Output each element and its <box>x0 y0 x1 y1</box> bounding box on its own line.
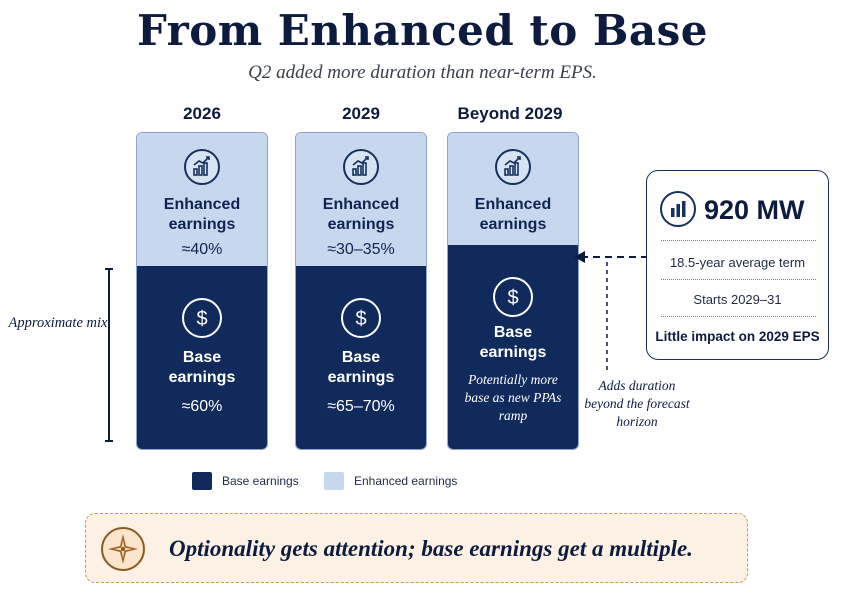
base-segment: $ Base earnings Potentially more base as… <box>448 245 578 449</box>
legend-label-base: Base earnings <box>222 474 299 488</box>
legend-swatch-enhanced <box>324 472 344 490</box>
mix-bar-2026: Enhanced earnings ≈40% $ Base earnings ≈… <box>136 132 268 450</box>
enhanced-segment: Enhanced earnings <box>448 133 578 247</box>
base-value: ≈60% <box>181 398 223 415</box>
card-row-start: Starts 2029–31 <box>693 292 782 307</box>
dashed-arrow <box>574 251 648 372</box>
svg-text:$: $ <box>355 308 366 330</box>
takeaway-banner: Optionality gets attention; base earning… <box>85 513 748 583</box>
dollar-icon: $ <box>182 298 222 338</box>
enhanced-value: ≈30–35% <box>327 241 395 258</box>
column-header-beyond-2029: Beyond 2029 <box>457 104 563 123</box>
enhanced-segment: Enhanced earnings ≈30–35% <box>296 133 426 268</box>
card-row-term: 18.5-year average term <box>669 255 806 270</box>
base-value: ≈65–70% <box>327 398 395 415</box>
svg-text:$: $ <box>196 308 207 330</box>
enhanced-label: Enhanced earnings <box>163 196 241 233</box>
column-header-2026: 2026 <box>183 104 221 123</box>
enhanced-label: Enhanced earnings <box>322 196 400 233</box>
mix-bar-2029: Enhanced earnings ≈30–35% $ Base earning… <box>295 132 427 450</box>
dollar-icon: $ <box>493 277 533 317</box>
enhanced-label: Enhanced earnings <box>474 196 552 233</box>
capacity-card: 920 MW 18.5-year average term Starts 202… <box>646 170 829 360</box>
legend-swatch-base <box>192 472 212 490</box>
growth-chart-icon <box>343 149 379 185</box>
bar-chart-icon <box>660 191 696 227</box>
takeaway-text: Optionality gets attention; base earning… <box>169 536 693 561</box>
dollar-icon: $ <box>341 298 381 338</box>
growth-chart-icon <box>184 149 220 185</box>
ramp-note: Potentially more base as new PPAs ramp <box>464 372 562 423</box>
mix-bar-beyond-2029: Enhanced earnings $ Base earnings Potent… <box>447 132 579 450</box>
divider <box>661 240 816 241</box>
base-segment: $ Base earnings ≈65–70% <box>296 266 426 449</box>
compass-icon <box>101 527 145 571</box>
legend-label-enhanced: Enhanced earnings <box>354 474 458 488</box>
column-header-2029: 2029 <box>342 104 380 123</box>
enhanced-segment: Enhanced earnings ≈40% <box>137 133 267 268</box>
duration-annotation: Adds duration beyond the forecast horizo… <box>584 378 690 429</box>
capacity-headline: 920 MW <box>704 195 805 225</box>
base-label: Base earnings <box>168 349 236 386</box>
enhanced-value: ≈40% <box>181 241 223 258</box>
svg-text:$: $ <box>507 287 518 309</box>
divider <box>661 279 816 280</box>
approximate-mix-label: Approximate mix <box>8 315 108 331</box>
base-label: Base earnings <box>327 349 395 386</box>
base-segment: $ Base earnings ≈60% <box>137 266 267 449</box>
card-row-eps: Little impact on 2029 EPS <box>655 329 820 344</box>
base-label: Base earnings <box>479 324 547 361</box>
mix-bracket <box>105 268 122 442</box>
page-subtitle: Q2 added more duration than near-term EP… <box>248 62 597 83</box>
legend: Base earnings Enhanced earnings <box>192 470 522 492</box>
growth-chart-icon <box>495 149 531 185</box>
divider <box>661 316 816 317</box>
page-title: From Enhanced to Base <box>136 6 709 55</box>
